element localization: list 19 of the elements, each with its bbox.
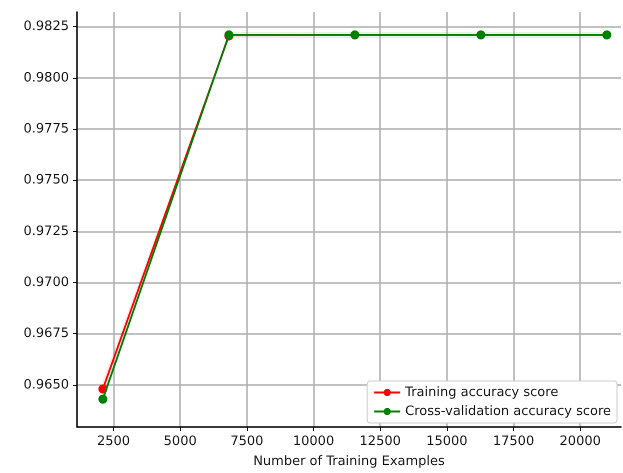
x-tick-label: 17500	[492, 434, 534, 449]
y-tick-label: 0.9675	[24, 326, 69, 342]
x-axis-title: Number of Training Examples	[253, 454, 446, 469]
y-tick-label: 0.9825	[24, 19, 69, 34]
y-tick-label: 0.9700	[24, 275, 69, 290]
y-tick-label: 0.9725	[24, 224, 69, 239]
legend-label: Cross-validation accuracy score	[405, 404, 612, 419]
y-tick-label: 0.9800	[24, 70, 69, 86]
x-tick-label: 10000	[292, 434, 334, 449]
x-tick-label: 7500	[230, 434, 264, 449]
x-tick-label: 15000	[426, 434, 468, 449]
y-tick-label: 0.9750	[24, 172, 69, 188]
x-tick-label: 2500	[96, 434, 130, 449]
x-tick-label: 12500	[360, 434, 401, 449]
x-tick-label: 20000	[560, 434, 601, 449]
x-tick-label: 5000	[164, 434, 197, 449]
y-tick-label: 0.9775	[24, 122, 69, 137]
y-tick-label: 0.9650	[24, 377, 69, 392]
legend-label: Training accuracy score	[404, 385, 558, 400]
